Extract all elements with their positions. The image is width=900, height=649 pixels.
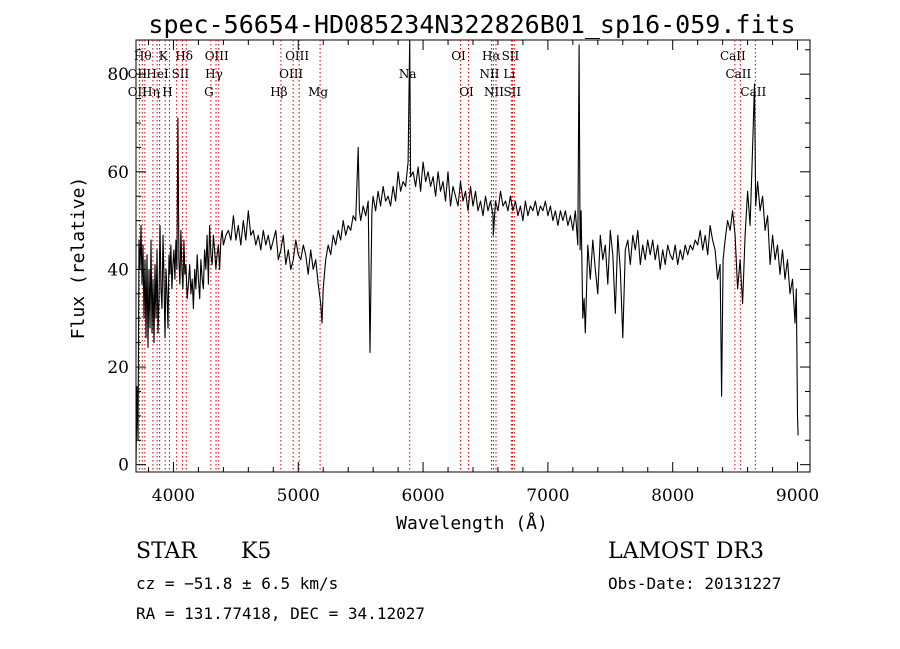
line-marker-label: OI <box>451 49 466 63</box>
line-marker-label: H <box>162 85 172 99</box>
line-marker-label: SII <box>503 85 521 99</box>
line-marker-label: OII <box>128 85 148 99</box>
object-class: STAR <box>136 539 197 564</box>
y-tick-label: 80 <box>107 65 129 85</box>
line-marker-label: Li <box>503 67 515 81</box>
line-marker-label: G <box>204 85 214 99</box>
chart-title: spec-56654-HD085234N322826B01_sp16-059.f… <box>148 10 795 39</box>
line-marker-label: Hδ <box>175 49 193 63</box>
survey-name: LAMOST DR3 <box>608 539 764 564</box>
line-marker-label: OI <box>459 85 474 99</box>
x-tick-label: 6000 <box>401 486 444 506</box>
object-subclass: K5 <box>241 539 272 564</box>
line-marker-label: OIII <box>285 49 309 63</box>
line-marker-label: OIII <box>205 49 229 63</box>
line-marker-label: Hθ <box>134 49 152 63</box>
y-tick-label: 60 <box>107 163 129 183</box>
line-marker-label: Mg <box>308 85 328 99</box>
observation-date: Obs-Date: 20131227 <box>608 574 782 593</box>
spectrum-chart: spec-56654-HD085234N322826B01_sp16-059.f… <box>68 10 819 534</box>
line-marker-label: Hγ <box>205 67 223 81</box>
line-marker-label: Na <box>399 67 417 81</box>
x-tick-label: 8000 <box>651 486 694 506</box>
x-axis: 4000 5000 6000 7000 8000 9000 <box>147 40 819 506</box>
line-marker-label: CaII <box>720 49 746 63</box>
line-marker-label: Hα <box>482 49 501 63</box>
x-axis-label: Wavelength (Å) <box>396 512 548 534</box>
x-tick-label: 9000 <box>776 486 819 506</box>
line-marker-label: SII <box>502 49 520 63</box>
line-marker-label: NII <box>479 67 499 81</box>
y-tick-label: 40 <box>107 260 129 280</box>
line-marker-label: CaII <box>740 85 766 99</box>
coordinates: RA = 131.77418, DEC = 34.12027 <box>136 604 425 623</box>
line-marker-label: K <box>159 49 169 63</box>
spectrum-series-line <box>135 39 799 465</box>
y-axis-label: Flux (relative) <box>68 177 89 340</box>
line-marker-label: Hβ <box>270 85 287 99</box>
y-tick-label: 0 <box>118 456 129 476</box>
redshift-velocity: cz = −51.8 ± 6.5 km/s <box>136 574 339 593</box>
x-tick-label: 7000 <box>526 486 569 506</box>
plot-frame <box>135 39 811 473</box>
line-marker-label: NII <box>484 85 504 99</box>
x-tick-label: 5000 <box>277 486 320 506</box>
line-marker-label: CaII <box>725 67 751 81</box>
y-axis: 0 20 40 60 80 <box>107 49 810 476</box>
line-marker-label: HeI <box>146 67 169 81</box>
line-marker-label: OIII <box>279 67 303 81</box>
x-tick-label: 4000 <box>152 486 195 506</box>
line-marker-label: SII <box>172 67 190 81</box>
y-tick-label: 20 <box>107 358 129 378</box>
line-marker-label: Hη <box>142 85 160 99</box>
line-markers <box>138 40 756 472</box>
